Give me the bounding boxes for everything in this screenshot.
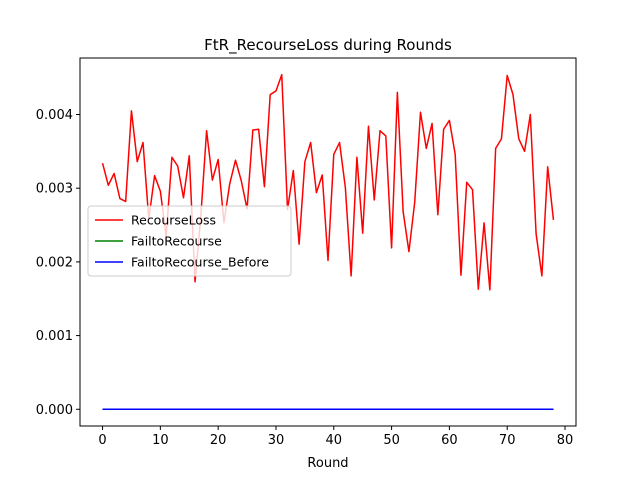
x-tick-label: 70: [499, 433, 516, 448]
plot-area: [101, 73, 555, 411]
legend-label: FailtoRecourse_Before: [131, 255, 269, 270]
x-tick-label: 0: [98, 433, 106, 448]
y-tick-label: 0.004: [36, 108, 73, 123]
axis-ticks: 0 10 20 30 40 50 60 70 80 0.000 0.001 0.002 0.003 0.0…: [36, 108, 574, 448]
x-tick-label: 50: [383, 433, 400, 448]
y-tick-label: 0.002: [36, 255, 73, 270]
x-tick-label: 40: [326, 433, 343, 448]
legend: RecourseLoss FailtoRecourse FailtoRecourse…: [87, 205, 292, 277]
x-tick-label: 30: [268, 433, 285, 448]
series-line-recourseloss: [101, 73, 555, 291]
x-tick-label: 80: [557, 433, 574, 448]
chart-title: FtR_RecourseLoss during Rounds: [204, 36, 452, 55]
x-tick-label: 60: [441, 433, 458, 448]
axes-frame: [79, 57, 577, 427]
x-tick-label: 20: [210, 433, 227, 448]
legend-label: FailtoRecourse: [131, 234, 222, 249]
x-axis-label: Round: [307, 456, 348, 471]
x-tick-label: 10: [152, 433, 169, 448]
legend-label: RecourseLoss: [131, 213, 216, 228]
legend-box: [87, 205, 292, 277]
y-tick-label: 0.001: [36, 329, 73, 344]
y-tick-label: 0.000: [36, 403, 73, 418]
y-tick-label: 0.003: [36, 182, 73, 197]
